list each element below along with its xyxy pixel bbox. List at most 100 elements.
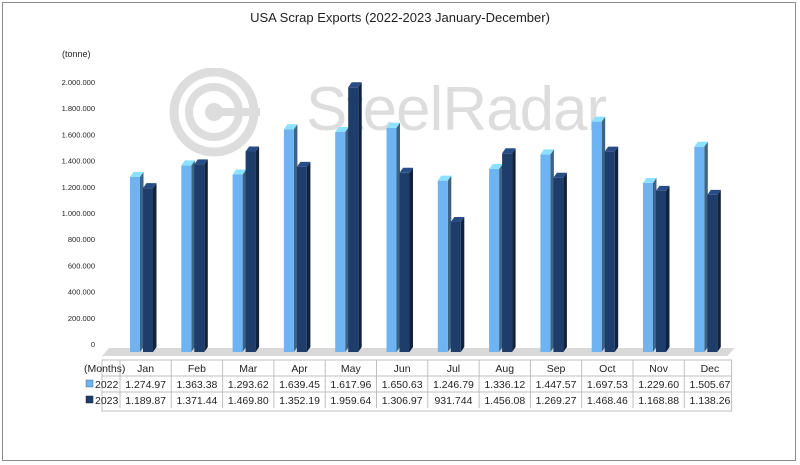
data-label-2022: 1.363.38	[177, 379, 218, 391]
bar-2023-Sep	[553, 177, 564, 352]
bar-2022-Nov	[643, 182, 653, 352]
bar-side-2023-Jan	[153, 183, 157, 352]
y-tick-label: 0	[91, 340, 95, 349]
bar-2022-Dec	[694, 146, 705, 352]
data-label-2022: 1.639.45	[279, 379, 320, 391]
bar-side-2023-Mar	[255, 146, 260, 352]
bar-top-2023-Feb	[194, 159, 208, 165]
bar-2022-May	[335, 132, 346, 352]
data-label-2023: 1.456.08	[484, 395, 525, 407]
bar-top-2022-Feb	[181, 160, 195, 166]
bar-side-2023-Apr	[306, 161, 311, 352]
x-tick-label: Jan	[137, 363, 154, 375]
bar-side-2023-Dec	[717, 189, 721, 352]
bar-top-2022-Aug	[489, 163, 503, 169]
bar-2023-May	[348, 87, 359, 352]
x-tick-label: Aug	[495, 363, 514, 375]
legend-swatch-2022	[85, 379, 94, 388]
y-tick-label: 600.000	[68, 261, 95, 270]
data-label-2023: 1.352.19	[279, 395, 320, 407]
data-label-2022: 1.229.60	[638, 379, 679, 391]
bar-top-2023-Nov	[656, 185, 670, 191]
bar-side-2023-Feb	[204, 159, 208, 352]
bar-2023-Mar	[245, 151, 256, 352]
y-tick-label: 1.600.000	[62, 130, 95, 139]
bar-2022-Feb	[181, 165, 192, 352]
y-tick-label: 1.000.000	[62, 209, 95, 218]
bar-side-2023-May	[358, 82, 362, 352]
data-label-2023: 1.469.80	[228, 395, 269, 407]
bar-side-2022-Apr	[293, 124, 298, 352]
bar-side-2022-Jun	[396, 122, 400, 352]
y-axis-unit-label: (tonne)	[62, 49, 91, 59]
y-tick-label: 1.200.000	[62, 183, 95, 192]
bar-2022-Jul	[437, 180, 448, 352]
data-label-2022: 1.336.12	[484, 379, 525, 391]
bar-side-2022-Sep	[550, 149, 554, 352]
bar-2023-Jan	[143, 188, 153, 352]
x-tick-label: Sep	[547, 363, 566, 375]
bar-side-2023-Jul	[460, 216, 465, 352]
bar-top-2023-Sep	[553, 172, 567, 178]
y-tick-label: 800.000	[68, 235, 95, 244]
data-label-2023: 1.269.27	[536, 395, 577, 407]
x-tick-label: May	[341, 363, 362, 375]
bar-2023-Feb	[194, 164, 205, 352]
x-tick-label: Apr	[291, 363, 308, 375]
bar-top-2022-Oct	[591, 116, 606, 122]
bar-2023-Jun	[399, 172, 410, 352]
y-tick-label: 2.000.000	[62, 78, 95, 87]
x-tick-label: Mar	[239, 363, 258, 375]
bar-side-2022-Jul	[447, 175, 452, 352]
bar-2023-Oct	[604, 151, 615, 352]
bar-top-2022-Mar	[232, 169, 247, 175]
bar-2022-Jun	[386, 127, 397, 352]
bar-2022-Aug	[489, 168, 500, 352]
chart-title: USA Scrap Exports (2022-2023 January-Dec…	[250, 10, 550, 25]
bar-top-2023-Oct	[604, 146, 619, 152]
x-tick-label: Oct	[599, 363, 615, 375]
bar-top-2022-Jul	[437, 175, 452, 181]
y-tick-label: 1.800.000	[62, 104, 95, 113]
bar-2022-Jan	[130, 176, 140, 352]
bar-side-2022-Nov	[653, 177, 657, 352]
data-label-2022: 1.246.79	[433, 379, 474, 391]
bar-top-2022-Dec	[694, 141, 708, 147]
bar-top-2023-Jan	[143, 183, 157, 189]
legend-label-2023: 2023	[95, 395, 119, 407]
bar-side-2023-Aug	[512, 148, 516, 352]
bar-top-2023-Mar	[245, 146, 260, 152]
bar-top-2022-Jun	[386, 122, 400, 128]
x-tick-label: Nov	[649, 363, 668, 375]
bar-side-2022-May	[345, 127, 349, 352]
bar-2022-Mar	[232, 174, 243, 352]
bar-2023-Jul	[450, 221, 461, 352]
bar-side-2022-Dec	[704, 141, 708, 352]
bar-side-2023-Oct	[614, 146, 619, 352]
bar-side-2023-Nov	[666, 185, 670, 352]
x-tick-label: Jul	[447, 363, 460, 375]
data-label-2022: 1.650.63	[382, 379, 423, 391]
data-label-2022: 1.274.97	[125, 379, 166, 391]
bar-2023-Apr	[296, 166, 307, 352]
data-table-border	[101, 359, 733, 412]
data-label-2023: 931.744	[434, 395, 472, 407]
legend-label-2022: 2022	[95, 379, 119, 391]
data-label-2022: 1.617.96	[330, 379, 371, 391]
data-label-2022: 1.447.57	[536, 379, 577, 391]
data-label-2022: 1.697.53	[587, 379, 628, 391]
bar-side-2022-Jan	[140, 171, 144, 352]
bar-top-2022-Jan	[130, 171, 144, 177]
data-label-2023: 1.468.46	[587, 395, 628, 407]
y-tick-label: 1.400.000	[62, 157, 95, 166]
legend-swatch-2023	[85, 395, 94, 404]
data-label-2023: 1.306.97	[382, 395, 423, 407]
data-label-2023: 1.168.88	[638, 395, 679, 407]
bar-side-2023-Jun	[409, 167, 413, 352]
data-label-2022: 1.293.62	[228, 379, 269, 391]
x-tick-label: Jun	[394, 363, 411, 375]
bar-top-2023-Dec	[707, 189, 721, 195]
bar-2023-Aug	[502, 153, 513, 352]
bar-top-2023-May	[348, 82, 362, 88]
